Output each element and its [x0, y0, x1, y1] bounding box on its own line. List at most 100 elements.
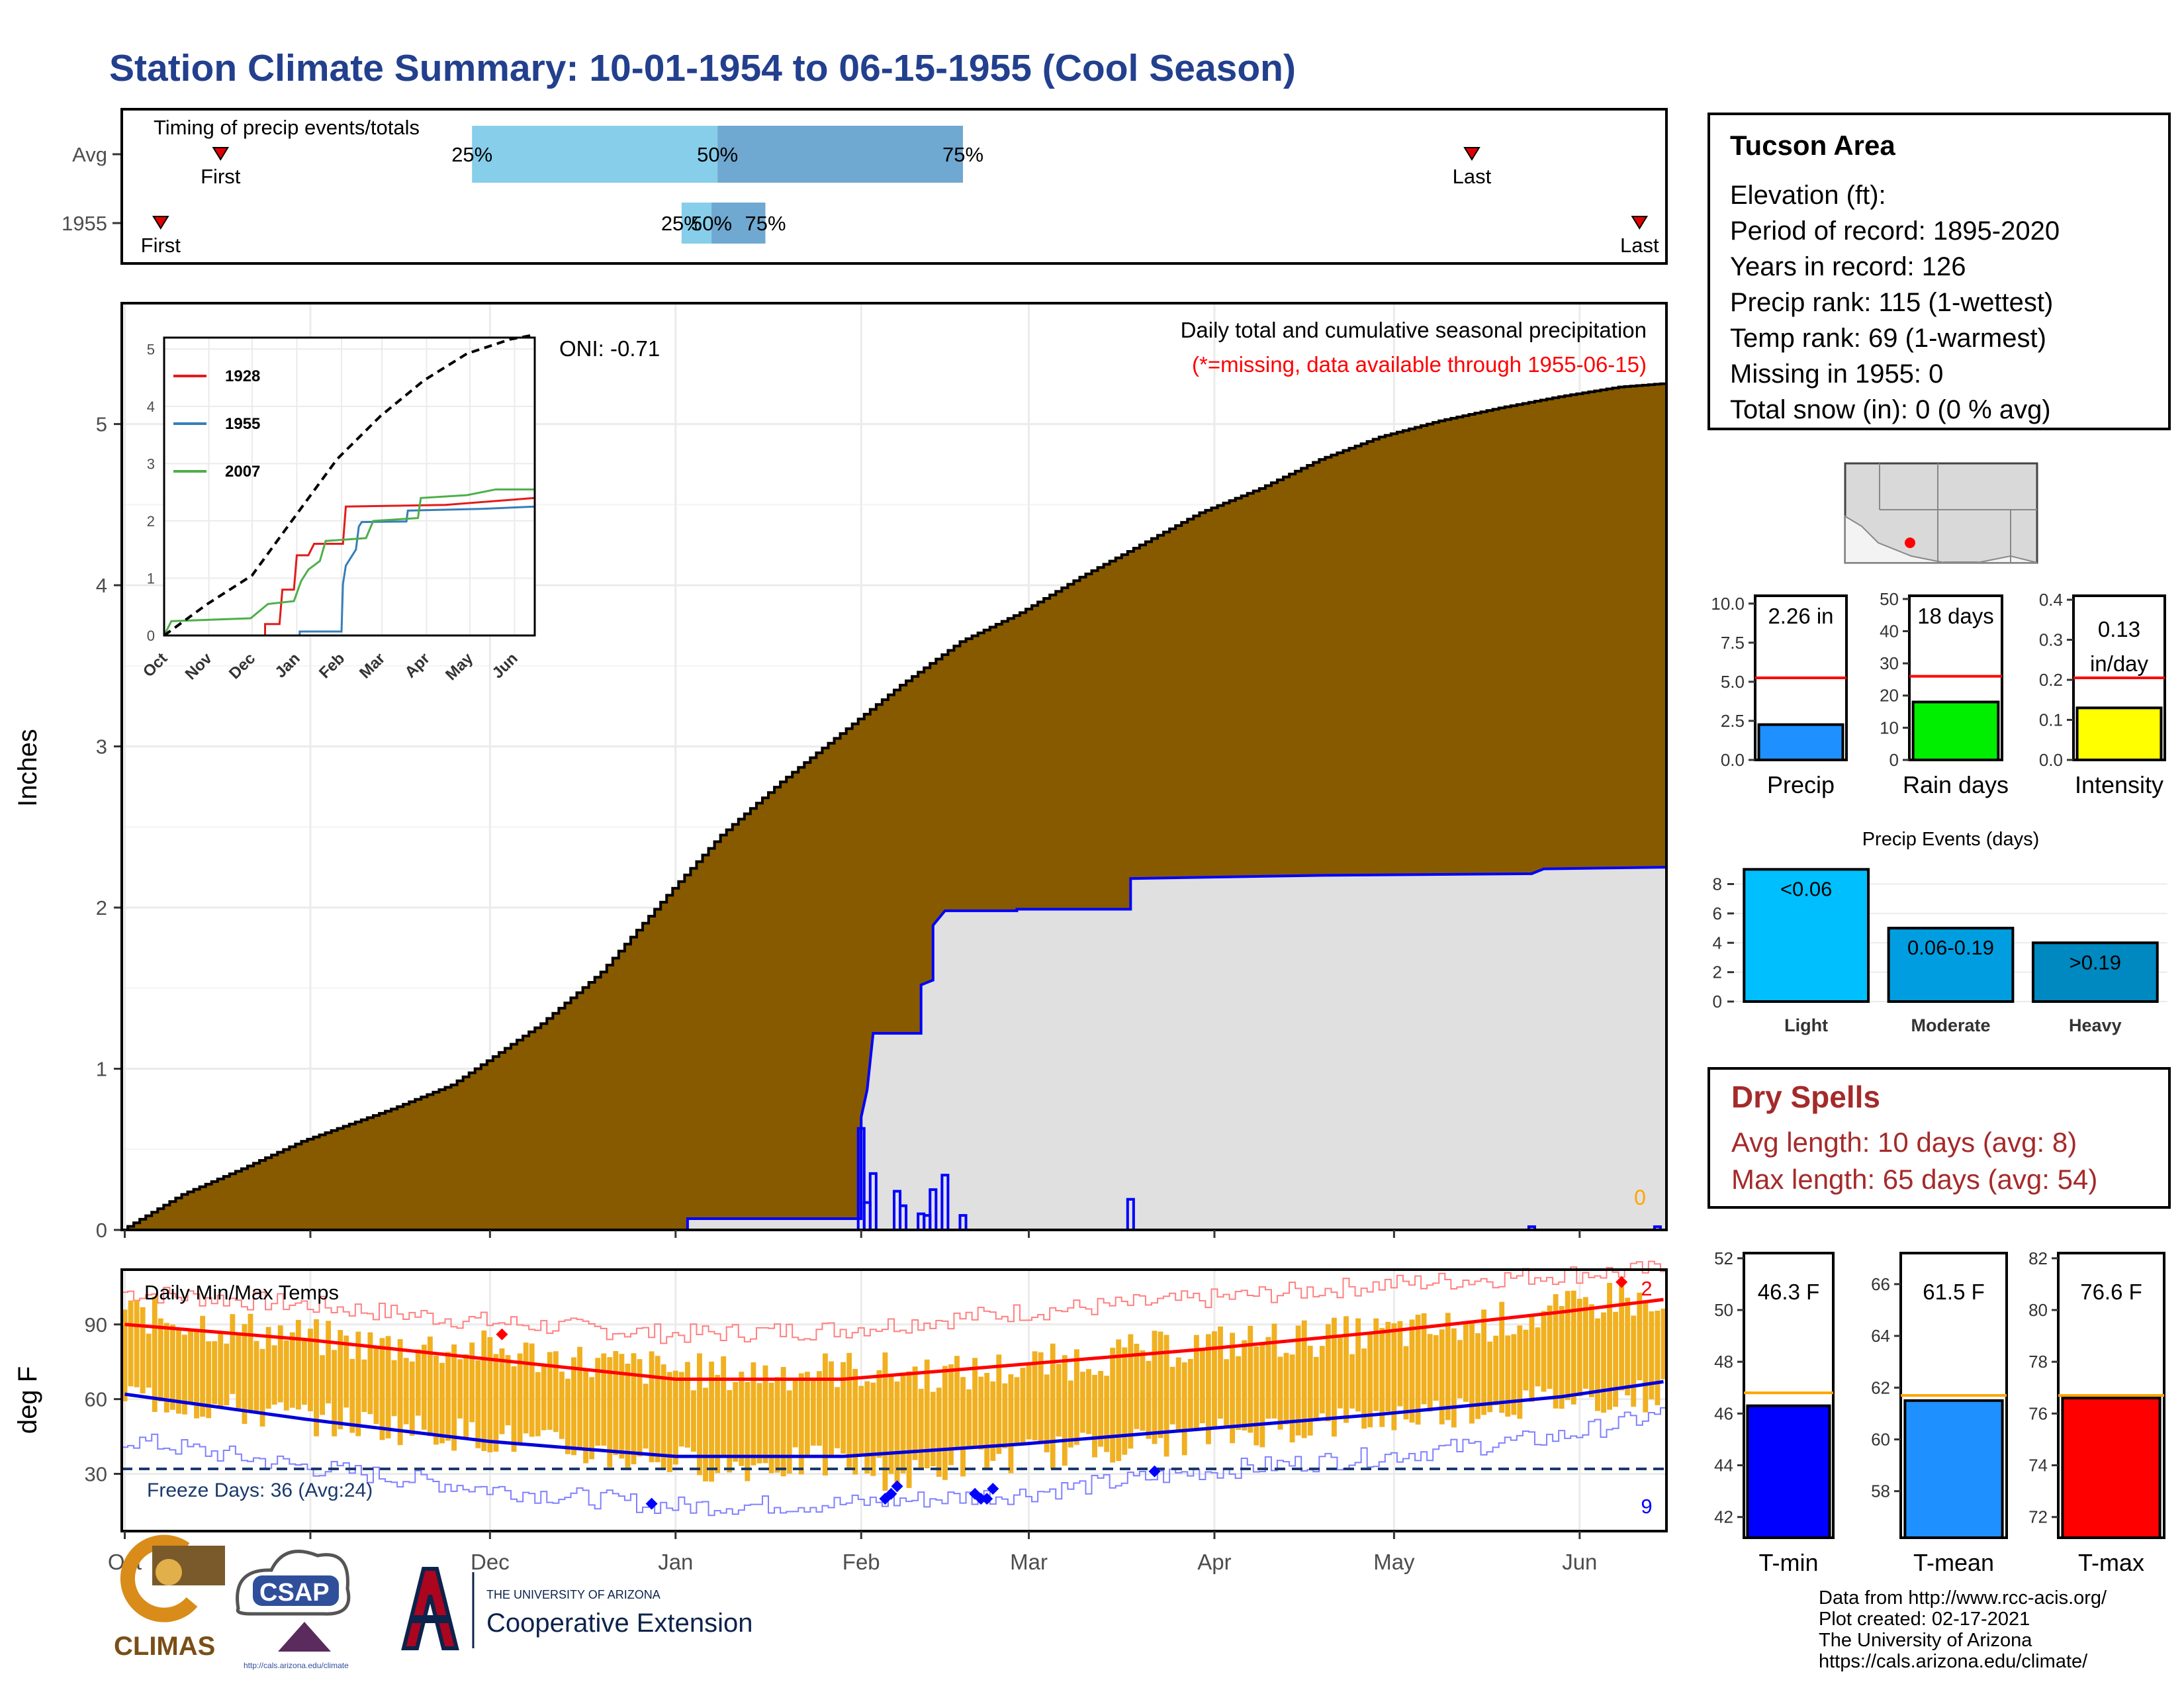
daily-temp-bar	[146, 1333, 152, 1388]
temps-ytick-label: 90	[85, 1313, 107, 1336]
daily-temp-bar	[1445, 1313, 1451, 1421]
daily-temp-bar	[1397, 1321, 1403, 1407]
bars_tmean-ytick-label: 60	[1871, 1429, 1890, 1449]
csap-url-text: http://cals.arizona.edu/climate	[244, 1661, 349, 1670]
precip-ytick-label: 0	[96, 1219, 107, 1242]
daily-temp-bar	[439, 1362, 445, 1444]
daily-temp-bar	[295, 1319, 301, 1410]
precip-ytick-label: 5	[96, 413, 107, 436]
daily-temp-bar	[349, 1358, 355, 1433]
temperature-chart: 30 60 90 Freeze Days: 36 (Avg:24) 2 9 Daily Mi…	[13, 1260, 1668, 1574]
bars_tmin-ytick-label: 48	[1714, 1352, 1733, 1372]
climas-swirl-icon	[120, 1534, 198, 1622]
daily-temp-bar	[900, 1372, 906, 1474]
bars_tmean-ytick-label: 58	[1871, 1481, 1890, 1501]
timing-bar-25-50	[472, 126, 718, 183]
daily-temp-bar	[289, 1332, 295, 1408]
timing-bar-50-75	[711, 203, 766, 244]
month-label: Feb	[842, 1550, 880, 1574]
daily-temp-bar	[780, 1367, 786, 1477]
daily-temp-bar	[1475, 1333, 1480, 1419]
bars_intensity-value-bar	[2075, 706, 2163, 761]
inset-background	[164, 338, 535, 635]
daily-temp-bar	[649, 1351, 655, 1462]
climas-logo: CLIMAS	[114, 1534, 225, 1661]
daily-temp-bar	[541, 1366, 547, 1430]
daily-temp-bar	[391, 1360, 397, 1417]
daily-temp-bar	[1379, 1328, 1385, 1427]
daily-temp-bar	[1582, 1297, 1588, 1389]
daily-temp-bar	[1110, 1347, 1116, 1463]
daily-temp-bar	[1271, 1323, 1277, 1419]
inset-series-line	[164, 496, 535, 637]
bars_tmean-ytick-label: 64	[1871, 1326, 1890, 1346]
event-bar-label: <0.06	[1780, 877, 1832, 900]
map-border-region	[1844, 515, 2038, 563]
logos: CLIMAS CSAP http://cals.arizona.edu/clim…	[114, 1534, 752, 1670]
climas-sun-icon	[156, 1559, 182, 1585]
daily-temp-bar	[1325, 1324, 1331, 1422]
daily-temp-bar	[798, 1373, 804, 1475]
daily-temp-bar	[613, 1350, 619, 1455]
timing-label-25: 25%	[451, 143, 492, 166]
climas-text: CLIMAS	[114, 1632, 215, 1661]
daily-temp-bar	[224, 1343, 230, 1406]
daily-temp-bar	[236, 1332, 242, 1411]
record-low-marker-icon	[885, 1487, 897, 1500]
bars_precip-ytick-label: 10.0	[1711, 594, 1745, 614]
daily-temp-bar	[619, 1354, 625, 1459]
daily-temp-bar	[1385, 1321, 1391, 1412]
daily-temp-bar	[1355, 1318, 1361, 1412]
daily-temp-bar	[715, 1375, 721, 1474]
daily-temp-bar	[1044, 1374, 1050, 1453]
daily-temp-bar	[1559, 1305, 1565, 1409]
daily-temp-bar	[1002, 1383, 1008, 1448]
events-ytick-label: 8	[1713, 874, 1722, 894]
bars_tmax-ytick-label: 82	[2028, 1248, 2048, 1268]
bars_precip-value-label: 2.26 in	[1768, 604, 1833, 628]
bars_tmin-ytick-label: 42	[1714, 1507, 1733, 1527]
daily-temp-bar	[433, 1355, 439, 1445]
daily-temp-bar	[1409, 1319, 1415, 1423]
bars_tmax-ytick-label: 78	[2028, 1352, 2048, 1372]
daily-temp-bar	[332, 1350, 338, 1436]
daily-temp-bar	[1576, 1298, 1582, 1397]
daily-temp-bar	[666, 1372, 672, 1472]
bars_tmax-value-bar	[2061, 1396, 2161, 1540]
daily-temp-bar	[169, 1324, 175, 1410]
credit-university: The University of Arizona	[1819, 1630, 2032, 1651]
daily-temp-bar	[727, 1389, 733, 1473]
daily-temp-bar	[1511, 1334, 1517, 1415]
bars_raindays-ytick-label: 50	[1880, 589, 1899, 609]
daily-temp-bar	[523, 1342, 529, 1434]
csap-logo: CSAP http://cals.arizona.edu/climate	[236, 1550, 351, 1670]
record-high-marker-icon	[496, 1328, 508, 1340]
daily-temp-bar	[601, 1353, 607, 1446]
timing-title: Timing of precip events/totals	[154, 116, 420, 139]
daily-temp-bar	[1307, 1346, 1313, 1436]
daily-temp-bar	[1181, 1362, 1187, 1456]
daily-temp-bar	[1050, 1343, 1056, 1470]
bars_precip-ytick-label: 2.5	[1721, 711, 1745, 731]
record-low-marker-icon	[987, 1483, 999, 1495]
daily-temp-bar	[1451, 1328, 1457, 1428]
daily-temp-bar	[409, 1361, 415, 1436]
bars_intensity-value-label: 0.13	[2098, 617, 2140, 641]
daily-temp-bar	[475, 1360, 481, 1448]
daily-temp-bar	[829, 1361, 834, 1456]
daily-temp-bar	[852, 1368, 858, 1475]
daily-temp-bar	[918, 1389, 924, 1470]
daily-temp-bar	[1588, 1304, 1594, 1397]
daily-temp-bar	[301, 1340, 307, 1405]
daily-temp-bar	[176, 1330, 181, 1414]
daily-temp-bar	[1242, 1340, 1248, 1430]
daily-temp-bar	[751, 1362, 756, 1466]
bars_precip-xlabel: Precip	[1767, 771, 1835, 798]
daily-temp-bar	[535, 1372, 541, 1436]
bars_raindays-ytick-label: 0	[1889, 750, 1899, 770]
inset-ytick-label: 4	[147, 399, 155, 415]
timing-label-50: 50%	[691, 212, 732, 235]
daily-temp-bar	[1128, 1334, 1134, 1449]
daily-temp-bar	[1619, 1284, 1625, 1391]
ua-a-bar-icon	[412, 1615, 448, 1623]
